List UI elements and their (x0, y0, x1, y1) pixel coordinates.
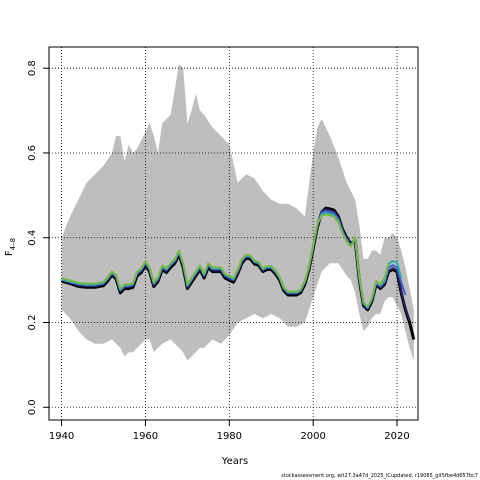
confidence-band-layer (61, 64, 414, 361)
x-tick-label: 1960 (133, 431, 158, 442)
grid-layer (49, 47, 418, 420)
y-axis: 0.0 0.2 0.4 0.6 0.8 (27, 60, 49, 415)
plot-frame (48, 46, 419, 421)
x-axis: 1940 1960 1980 2000 2020 (49, 420, 410, 442)
svg-text:F4–8: F4–8 (4, 238, 17, 256)
y-tick-label: 0.8 (27, 60, 38, 76)
source-footer: stockassessment.org, wit27.3a47d_2025_lC… (281, 473, 478, 479)
x-tick-label: 1980 (217, 431, 242, 442)
series-layer (61, 206, 416, 340)
y-tick-label: 0.6 (27, 145, 38, 161)
x-tick-label: 2000 (300, 431, 325, 442)
x-axis-label: Years (221, 456, 248, 467)
y-tick-label: 0.0 (27, 399, 38, 415)
series-line-4 (61, 213, 390, 308)
y-axis-label: F4–8 (4, 238, 17, 256)
y-tick-label: 0.4 (27, 230, 38, 246)
y-tick-label: 0.2 (27, 315, 38, 331)
y-axis-label-main: F (4, 250, 15, 256)
x-tick-label: 2020 (384, 431, 409, 442)
x-tick-label: 1940 (49, 431, 74, 442)
y-axis-label-subscript: 4–8 (9, 238, 17, 250)
confidence-band (61, 64, 414, 361)
